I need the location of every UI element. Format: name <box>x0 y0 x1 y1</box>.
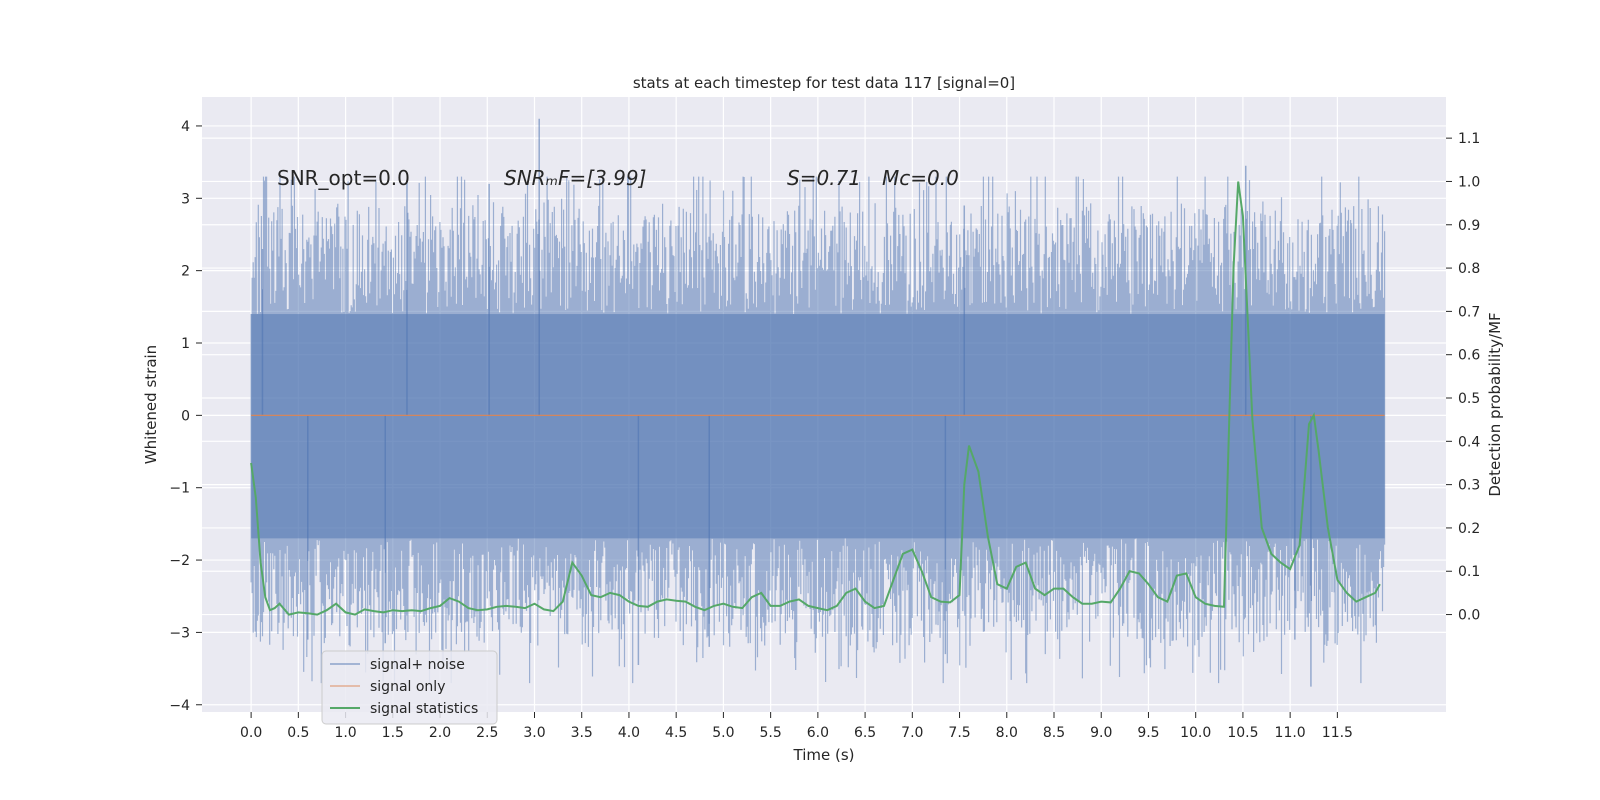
x-tick-label: 9.0 <box>1090 725 1112 741</box>
series-signal-statistics <box>250 181 1381 616</box>
y-tick-label: −3 <box>169 625 190 641</box>
x-tick-label: 4.0 <box>618 725 640 741</box>
x-tick-label: 7.0 <box>901 725 923 741</box>
legend-label-signal-noise: signal+ noise <box>370 657 465 673</box>
y-tick-label: 0 <box>181 408 190 424</box>
x-tick-label: 0.5 <box>287 725 309 741</box>
x-tick-label: 3.0 <box>523 725 545 741</box>
annotation-snr-mf: SNRₘF=[3.99] <box>504 166 646 190</box>
x-tick-label: 9.5 <box>1137 725 1159 741</box>
y-tick-label: −2 <box>169 553 190 569</box>
legend-box <box>321 650 498 725</box>
y2-tick-label: 0.3 <box>1458 478 1480 494</box>
signal-statistics-line <box>250 181 1381 616</box>
y-tick-label: 1 <box>181 336 190 352</box>
x-tick-label: 1.0 <box>334 725 356 741</box>
y-tick-label: 2 <box>181 264 190 280</box>
x-tick-label: 8.5 <box>1043 725 1065 741</box>
y2-tick-label: 1.0 <box>1458 174 1480 190</box>
annotation-snr-opt: SNR_opt=0.0 <box>277 166 410 190</box>
x-axis-label: Time (s) <box>793 746 855 764</box>
axes: 0.0 0.5 1.0 1.5 2.0 2.5 3.0 3.5 4.0 4.5 5.0 5.5 6.0 6… <box>169 119 1480 741</box>
x-tick-label: 2.5 <box>476 725 498 741</box>
y-tick-label: 4 <box>181 119 190 135</box>
y2-tick-label: 0.7 <box>1458 304 1480 320</box>
x-tick-label: 10.0 <box>1180 725 1211 741</box>
x-tick-label: 5.5 <box>759 725 781 741</box>
legend: signal+ noise signal only signal statist… <box>321 650 498 725</box>
y2-tick-label: 0.6 <box>1458 348 1480 364</box>
x-tick-label: 8.0 <box>996 725 1018 741</box>
x-tick-label: 5.0 <box>712 725 734 741</box>
noise-trace <box>250 176 1386 684</box>
x-tick-label: 7.5 <box>948 725 970 741</box>
y-tick-label: −4 <box>169 698 190 714</box>
x-tick-label: 4.5 <box>665 725 687 741</box>
x-tick-label: 6.5 <box>854 725 876 741</box>
x-tick-label: 2.0 <box>429 725 451 741</box>
y2-tick-label: 0.8 <box>1458 261 1480 277</box>
annotation-s: S=0.71 <box>787 166 861 190</box>
x-tick-label: 10.5 <box>1227 725 1258 741</box>
chart-title: stats at each timestep for test data 117… <box>633 74 1015 92</box>
y2-axis-label: Detection probability/MF <box>1486 312 1504 496</box>
x-tick-label: 11.0 <box>1275 725 1306 741</box>
y-tick-label: −1 <box>169 481 190 497</box>
x-tick-label: 3.5 <box>571 725 593 741</box>
annotation-mc: Mᴄ=0.0 <box>882 166 959 190</box>
legend-label-signal-only: signal only <box>370 679 445 695</box>
series-signal-noise <box>250 118 1386 687</box>
x-tick-label: 6.0 <box>807 725 829 741</box>
y2-tick-label: 0.4 <box>1458 434 1480 450</box>
y2-tick-label: 0.1 <box>1458 564 1480 580</box>
legend-label-signal-statistics: signal statistics <box>370 701 478 717</box>
y2-tick-label: 1.1 <box>1458 131 1480 147</box>
y2-tick-label: 0.2 <box>1458 521 1480 537</box>
y2-tick-label: 0.5 <box>1458 391 1480 407</box>
x-tick-label: 1.5 <box>382 725 404 741</box>
y2-tick-label: 0.9 <box>1458 218 1480 234</box>
x-tick-label: 0.0 <box>240 725 262 741</box>
y2-tick-label: 0.0 <box>1458 608 1480 624</box>
x-tick-label: 11.5 <box>1322 725 1353 741</box>
y-axis-label: Whitened strain <box>142 345 160 464</box>
y-tick-label: 3 <box>181 191 190 207</box>
